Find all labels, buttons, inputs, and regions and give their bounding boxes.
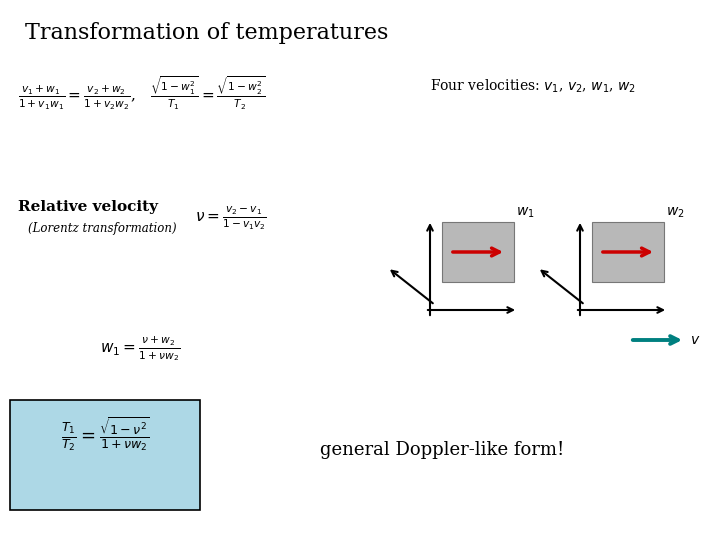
Text: $w_1$: $w_1$ (516, 206, 534, 220)
Text: Relative velocity: Relative velocity (18, 200, 158, 214)
Text: general Doppler-like form!: general Doppler-like form! (320, 441, 564, 459)
Bar (10, 400, 200, 510)
Bar (442, 222, 514, 282)
Text: (Lorentz transformation): (Lorentz transformation) (28, 222, 176, 235)
Text: $\frac{v_1 + w_1}{1 + v_1 w_1} = \frac{v_2 + w_2}{1 + v_2 w_2}$,   $\frac{\sqrt{: $\frac{v_1 + w_1}{1 + v_1 w_1} = \frac{v… (18, 75, 265, 112)
Text: Four velocities: $v_1$, $v_2$, $w_1$, $w_2$: Four velocities: $v_1$, $v_2$, $w_1$, $w… (430, 78, 636, 96)
Text: $w_1 = \frac{\nu + w_2}{1 + \nu w_2}$: $w_1 = \frac{\nu + w_2}{1 + \nu w_2}$ (100, 335, 180, 363)
Bar (592, 222, 664, 282)
Text: Transformation of temperatures: Transformation of temperatures (25, 22, 388, 44)
Text: $v$: $v$ (690, 333, 701, 347)
Text: $\nu = \frac{v_2 - v_1}{1 - v_1 v_2}$: $\nu = \frac{v_2 - v_1}{1 - v_1 v_2}$ (195, 205, 267, 232)
Text: $\frac{T_1}{T_2} = \frac{\sqrt{1 - \nu^2}}{1 + \nu w_2}$: $\frac{T_1}{T_2} = \frac{\sqrt{1 - \nu^2… (60, 415, 149, 453)
Text: $w_2$: $w_2$ (666, 206, 685, 220)
